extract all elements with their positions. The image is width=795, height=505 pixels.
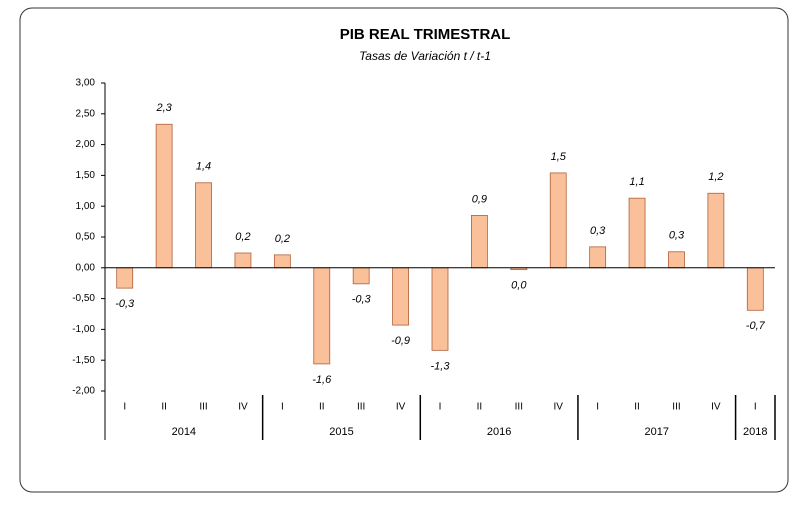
year-label: 2018 <box>743 426 767 438</box>
bar <box>273 254 291 269</box>
year-label: 2015 <box>329 426 353 438</box>
data-label: 2,3 <box>155 102 172 114</box>
data-label: 1,1 <box>629 176 644 188</box>
x-tick-label: III <box>515 402 523 413</box>
y-tick-label: 0,00 <box>76 262 96 273</box>
x-tick-label: III <box>357 402 365 413</box>
data-label: -0,3 <box>352 294 372 306</box>
bar <box>471 215 488 269</box>
data-label: 1,5 <box>551 151 567 163</box>
x-tick-label: I <box>754 402 757 413</box>
x-tick-label: IV <box>238 402 248 413</box>
y-tick-label: 3,00 <box>76 78 96 89</box>
data-label: 0,9 <box>472 193 487 205</box>
y-tick-label: 2,00 <box>76 139 96 150</box>
chart-title: PIB REAL TRIMESTRAL <box>340 26 511 43</box>
x-tick-label: IV <box>396 402 406 413</box>
chart-frame <box>19 7 789 493</box>
y-tick-label: -0,50 <box>72 293 95 304</box>
bar <box>155 123 173 269</box>
data-label: -0,3 <box>115 298 135 310</box>
x-tick-label: III <box>199 402 207 413</box>
data-label: 0,2 <box>275 233 290 245</box>
data-label: 0,0 <box>511 280 527 292</box>
data-label: -1,6 <box>312 374 332 386</box>
x-tick-label: I <box>439 402 442 413</box>
data-label: 1,4 <box>196 161 211 173</box>
x-tick-label: II <box>319 402 325 413</box>
bar <box>549 172 567 269</box>
bar <box>313 267 331 365</box>
data-label: 0,3 <box>669 230 685 242</box>
x-tick-label: I <box>281 402 284 413</box>
data-label: 0,3 <box>590 225 606 237</box>
data-label: -0,7 <box>746 320 766 332</box>
y-tick-label: 1,00 <box>76 201 96 212</box>
x-tick-label: IV <box>554 402 564 413</box>
bar <box>352 267 370 285</box>
bar <box>707 192 725 269</box>
x-tick-label: IV <box>711 402 721 413</box>
x-tick-label: II <box>477 402 483 413</box>
bar <box>589 246 607 269</box>
year-label: 2014 <box>172 426 196 438</box>
bar <box>746 267 764 311</box>
y-tick-label: 0,50 <box>76 232 96 243</box>
x-tick-label: I <box>123 402 126 413</box>
bar <box>195 182 212 269</box>
y-tick-label: -1,50 <box>72 355 95 366</box>
data-label: 0,2 <box>235 231 250 243</box>
y-tick-label: 1,50 <box>76 170 96 181</box>
data-label: -1,3 <box>431 360 451 372</box>
y-tick-label: -2,00 <box>72 386 95 397</box>
x-tick-label: II <box>161 402 167 413</box>
y-tick-label: 2,50 <box>76 108 96 119</box>
bar <box>431 267 449 351</box>
x-tick-label: I <box>596 402 599 413</box>
bar <box>392 267 409 326</box>
chart-subtitle: Tasas de Variación t / t-1 <box>359 49 491 63</box>
x-tick-label: II <box>634 402 640 413</box>
bar <box>116 267 134 289</box>
x-tick-label: III <box>672 402 680 413</box>
bar <box>628 197 646 269</box>
data-label: -0,9 <box>391 335 410 347</box>
data-label: 1,2 <box>708 171 723 183</box>
y-tick-label: -1,00 <box>72 324 95 335</box>
bar <box>668 251 685 269</box>
bar <box>234 252 252 269</box>
year-label: 2016 <box>487 426 511 438</box>
year-label: 2017 <box>645 426 669 438</box>
